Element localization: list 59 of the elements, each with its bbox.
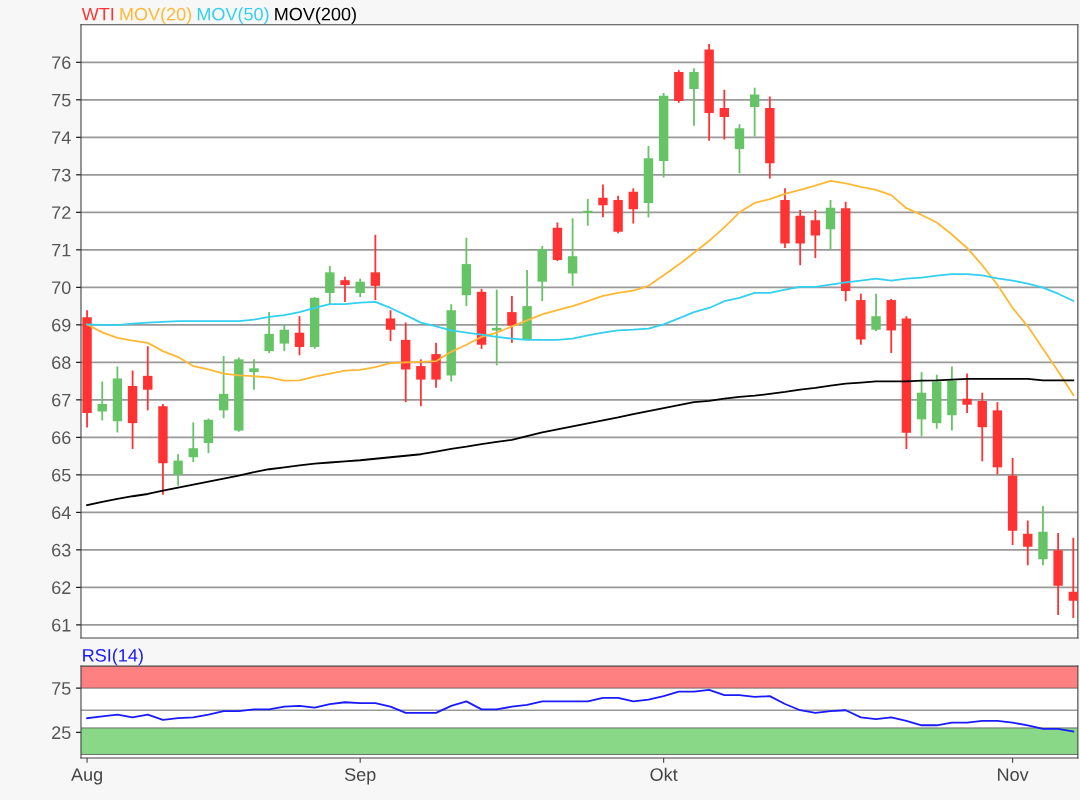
line-series (86, 688, 1075, 733)
x-tick-label: Aug (71, 768, 102, 785)
y-tick-label: 64 (52, 506, 71, 520)
candlestick (218, 355, 229, 420)
y-tick-label: 68 (52, 356, 71, 370)
candlestick (355, 277, 365, 298)
candlestick (598, 183, 608, 219)
candlestick (294, 315, 305, 357)
candlestick (1023, 519, 1033, 567)
candlestick (370, 233, 381, 301)
y-tick-label: 75 (52, 682, 71, 695)
y-tick-label: 76 (52, 56, 71, 70)
candlestick (188, 421, 198, 464)
y-tick-label: 25 (52, 726, 71, 740)
candlestick (264, 311, 274, 354)
y-tick-label: 63 (52, 543, 71, 557)
y-tick-label: 74 (52, 131, 71, 144)
y-tick-label: 65 (52, 468, 71, 482)
y-tick-label: 71 (52, 243, 71, 257)
candlestick (279, 323, 290, 352)
text: RSI(14) (83, 648, 143, 666)
y-tick-label: 72 (52, 206, 71, 219)
candlestick (567, 217, 578, 287)
y-tick-label: 73 (52, 168, 71, 182)
candlestick (628, 187, 638, 225)
candlestick (325, 265, 335, 306)
x-tick-label: Okt (650, 767, 678, 781)
candlestick (719, 88, 730, 141)
y-tick-label: 62 (52, 581, 71, 595)
y-tick-label: 66 (52, 431, 71, 445)
y-tick-label: 70 (52, 281, 71, 295)
text: MOV(50) (197, 7, 269, 25)
candlestick (507, 295, 517, 344)
line-series (86, 273, 1075, 341)
candlestick (385, 309, 396, 342)
candlestick (871, 292, 881, 333)
candlestick (825, 199, 836, 250)
y-tick-label: 67 (52, 393, 71, 407)
text: MOV(20) (120, 7, 192, 25)
candlestick (810, 209, 821, 259)
line-series (86, 179, 1075, 396)
candlestick (340, 275, 350, 303)
text: MOV(200) (275, 7, 356, 25)
x-tick-label: Nov (998, 768, 1029, 781)
candlestick (749, 86, 760, 138)
y-tick-label: 69 (52, 318, 71, 332)
candlestick (689, 67, 699, 127)
y-tick-label: 75 (52, 93, 71, 107)
candlestick (416, 358, 426, 408)
candlestick (249, 358, 259, 391)
candlestick (962, 372, 972, 414)
y-tick-label: 61 (52, 618, 71, 632)
text: WTI (81, 7, 114, 21)
candlestick (734, 123, 745, 175)
line-series (86, 377, 1075, 507)
candlestick (203, 417, 214, 455)
candlestick (173, 453, 183, 487)
x-tick-label: Sep (344, 768, 376, 785)
candlestick (143, 345, 153, 412)
